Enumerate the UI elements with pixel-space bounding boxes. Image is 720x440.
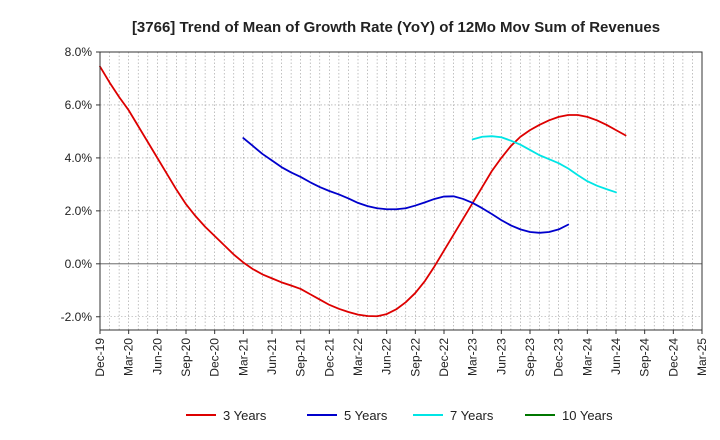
x-tick-label: Dec-20 <box>208 338 222 377</box>
x-tick-label: Mar-24 <box>580 338 594 376</box>
x-tick-label: Dec-19 <box>93 338 107 377</box>
x-tick-label: Mar-21 <box>236 338 250 376</box>
legend-label: 10 Years <box>562 408 613 423</box>
legend-label: 7 Years <box>450 408 494 423</box>
series-line-5-years <box>242 137 570 234</box>
plot-background <box>100 52 702 330</box>
series-line-3-years <box>99 65 627 318</box>
x-tick-label: Sep-23 <box>523 338 537 377</box>
y-tick-label: 6.0% <box>65 98 93 112</box>
grid-lines <box>100 51 702 330</box>
series-line-7-years <box>471 135 617 194</box>
x-tick-label: Sep-21 <box>294 338 308 377</box>
plot-border <box>99 51 703 331</box>
x-tick-label: Dec-22 <box>437 338 451 377</box>
x-tick-label: Mar-23 <box>466 338 480 376</box>
y-tick-label: -2.0% <box>61 310 93 324</box>
x-tick-label: Mar-20 <box>122 338 136 376</box>
x-tick-label: Jun-22 <box>380 338 394 375</box>
x-tick-label: Dec-23 <box>552 338 566 377</box>
chart-title: [3766] Trend of Mean of Growth Rate (YoY… <box>132 19 660 36</box>
x-tick-label: Mar-25 <box>695 338 709 376</box>
series-lines <box>99 65 627 318</box>
y-tick-label: 2.0% <box>65 204 93 218</box>
legend-label: 5 Years <box>344 408 388 423</box>
legend-label: 3 Years <box>223 408 267 423</box>
x-tick-label: Dec-21 <box>322 338 336 377</box>
x-tick-label: Jun-24 <box>609 338 623 375</box>
y-tick-label: 8.0% <box>65 45 93 59</box>
x-tick-label: Jun-21 <box>265 338 279 375</box>
plot-frame <box>99 51 703 331</box>
x-tick-label: Jun-23 <box>494 338 508 375</box>
y-tick-label: 4.0% <box>65 151 93 165</box>
plot-area <box>100 52 702 330</box>
x-axis: Dec-19 Mar-20 Jun-20 Sep-20 Dec-20 Mar-21 Jun-… <box>93 330 709 377</box>
x-tick-label: Sep-22 <box>408 338 422 377</box>
x-tick-label: Mar-22 <box>351 338 365 376</box>
x-tick-label: Sep-20 <box>179 338 193 377</box>
y-tick-label: 0.0% <box>65 257 93 271</box>
x-tick-label: Jun-20 <box>150 338 164 375</box>
x-tick-label: Sep-24 <box>638 338 652 377</box>
y-axis: -2.0% 0.0% 2.0% 4.0% 6.0% 8.0% <box>61 45 100 324</box>
legend: 3 Years 5 Years 7 Years 10 Years <box>186 408 613 423</box>
x-tick-label: Dec-24 <box>666 338 680 377</box>
